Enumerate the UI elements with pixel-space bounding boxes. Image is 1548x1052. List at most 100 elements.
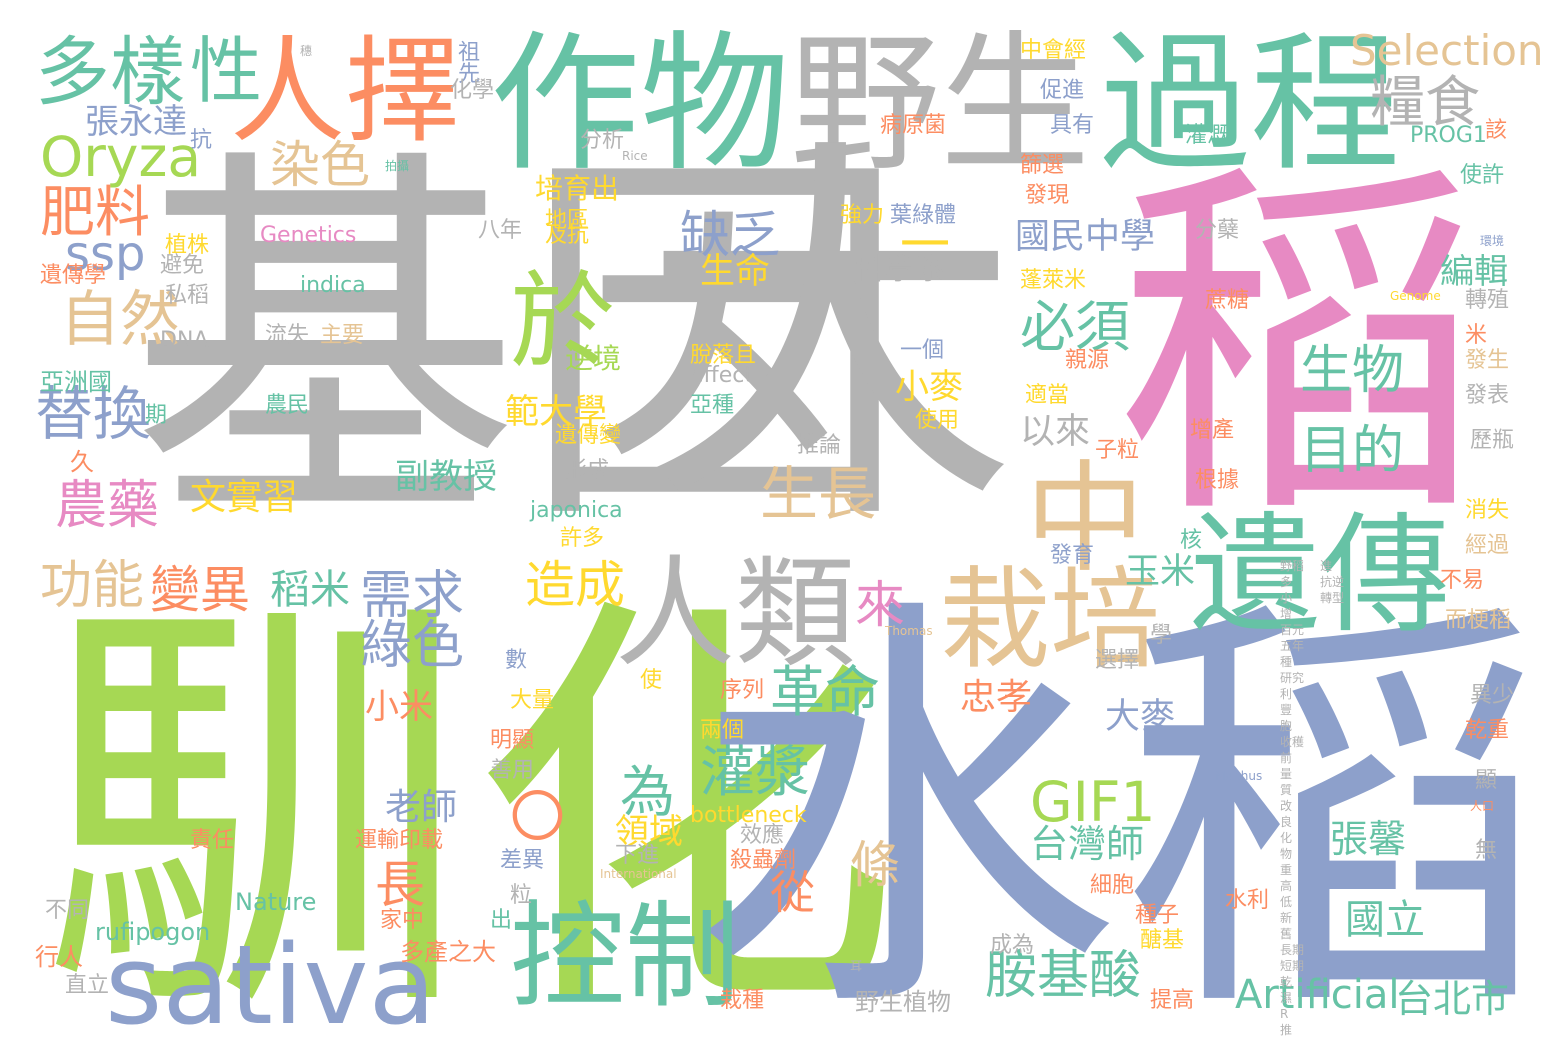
cloud-word: 大 — [640, 108, 1020, 551]
cloud-word: 綠色 — [360, 616, 465, 676]
cloud-word: 利 — [1280, 687, 1293, 701]
cloud-word: 發表 — [1465, 383, 1510, 408]
cloud-word: 從 — [770, 866, 816, 919]
cloud-word: 中 — [1025, 450, 1145, 589]
cloud-word: PROG1 — [1410, 123, 1487, 148]
cloud-word: 灌溉 — [1185, 123, 1230, 148]
cloud-word: 副教授 — [395, 457, 497, 497]
cloud-word: DNA — [160, 328, 209, 353]
cloud-word: 數 — [505, 648, 528, 673]
cloud-word: 及抗 — [545, 223, 590, 248]
cloud-word: 米 — [1465, 323, 1488, 348]
cloud-word: 作物 — [490, 18, 791, 192]
cloud-word: 必須 — [1020, 295, 1131, 359]
cloud-word: 革命 — [770, 660, 881, 724]
cloud-word: 高 — [1280, 879, 1293, 893]
cloud-word: 進 — [1320, 559, 1333, 573]
cloud-word: 拍攝 — [385, 159, 410, 173]
cloud-word: 消失 — [1465, 498, 1510, 523]
cloud-word: 五年 — [1280, 639, 1305, 653]
cloud-word: 低 — [1280, 895, 1293, 909]
cloud-word: 適當 — [1025, 383, 1070, 408]
cloud-word: Selection — [1350, 26, 1544, 75]
cloud-word: 殺蟲劑 — [730, 848, 797, 873]
cloud-word: 範大學 — [505, 392, 607, 432]
cloud-word: 促進 — [1040, 78, 1085, 103]
cloud-word: International — [600, 867, 677, 881]
cloud-word: 條 — [850, 836, 900, 894]
cloud-word: 忠孝 — [960, 677, 1033, 718]
cloud-word: 來 — [855, 576, 905, 634]
cloud-word: 胺基酸 — [985, 946, 1142, 1006]
cloud-word: 核 — [1180, 528, 1203, 553]
cloud-word: 許多 — [560, 526, 605, 551]
cloud-word: 過程 — [1100, 18, 1401, 192]
cloud-word: 根據 — [1195, 468, 1240, 493]
cloud-word: 目的 — [1300, 421, 1405, 481]
cloud-word: 生物 — [1300, 341, 1405, 401]
cloud-word: 親源 — [1065, 348, 1110, 373]
cloud-word: 改 — [1280, 799, 1293, 813]
cloud-word: 文實習 — [190, 477, 299, 518]
cloud-word: 中會經 — [1020, 38, 1087, 63]
cloud-word: 台灣師 — [1030, 822, 1145, 866]
cloud-word: 經過 — [1465, 533, 1510, 558]
cloud-word: 濕 — [1280, 991, 1293, 1005]
cloud-word: 轉殖 — [1465, 288, 1510, 313]
cloud-word: 形成 — [565, 458, 610, 483]
cloud-word: 稻 — [1050, 150, 1480, 513]
cloud-word: 穗 — [300, 44, 313, 58]
cloud-word: 人類 — [615, 545, 855, 684]
cloud-word: 增產 — [1190, 418, 1235, 443]
cloud-word: 於 — [510, 261, 616, 383]
cloud-word: 明顯 — [490, 728, 535, 753]
cloud-word: 抗逆 — [1320, 575, 1345, 589]
cloud-word: 研究 — [1280, 671, 1305, 685]
cloud-word: 久 — [70, 448, 94, 476]
cloud-word: Malthus — [1215, 769, 1263, 783]
cloud-word: 種子 — [1135, 903, 1180, 928]
cloud-word: 台北市 — [1395, 977, 1510, 1021]
cloud-word: 百元 — [1280, 623, 1305, 637]
cloud-word: 染色 — [270, 136, 370, 194]
cloud-word: 前 — [1280, 751, 1293, 765]
cloud-word: 栽種 — [720, 988, 765, 1013]
cloud-word: 科學系 — [855, 252, 945, 287]
cloud-word: 轉型 — [1320, 591, 1345, 605]
cloud-word: 運輸印載 — [355, 828, 444, 853]
cloud-word: 替換 — [35, 380, 152, 448]
cloud-word: 遺傳 — [1190, 499, 1451, 651]
cloud-word: 提高 — [1150, 988, 1195, 1013]
cloud-word: 人口 — [1470, 799, 1495, 813]
cloud-word: 粒 — [510, 883, 533, 908]
cloud-word: 乾 — [1280, 975, 1293, 989]
cloud-word: 野生植物 — [855, 988, 951, 1016]
cloud-word: 學 — [1150, 623, 1173, 648]
cloud-word: 量 — [1280, 767, 1293, 781]
cloud-word: 祖先 — [454, 40, 479, 84]
cloud-word: 人擇 — [230, 25, 461, 159]
cloud-word: 效應 — [740, 823, 785, 848]
cloud-word: 生命 — [700, 252, 771, 292]
cloud-word: 發生 — [1465, 348, 1510, 373]
cloud-word: 長期 — [1280, 943, 1305, 957]
cloud-word: 地區 — [545, 208, 590, 233]
cloud-word: ssp — [65, 226, 146, 282]
cloud-word: rufipogon — [95, 918, 211, 946]
cloud-word: 物 — [1280, 847, 1293, 861]
cloud-word: 缺乏 — [680, 206, 780, 264]
cloud-word: 〇 — [510, 785, 566, 849]
cloud-word: 行人 — [35, 943, 83, 971]
cloud-word: 肥料 — [40, 180, 151, 244]
cloud-word: 國民中學 — [1015, 217, 1156, 257]
cloud-word: sativa — [105, 921, 436, 1049]
cloud-word: 農藥 — [55, 476, 160, 536]
cloud-word: 編輯 — [1440, 252, 1508, 292]
cloud-word: 大量 — [510, 688, 555, 713]
cloud-word: Artificial — [1235, 972, 1400, 1018]
cloud-word: 而梗稻 — [1445, 608, 1512, 633]
cloud-word: 為 — [620, 760, 676, 824]
cloud-word: 長 — [375, 856, 425, 914]
cloud-word: 國立 — [1345, 897, 1425, 943]
